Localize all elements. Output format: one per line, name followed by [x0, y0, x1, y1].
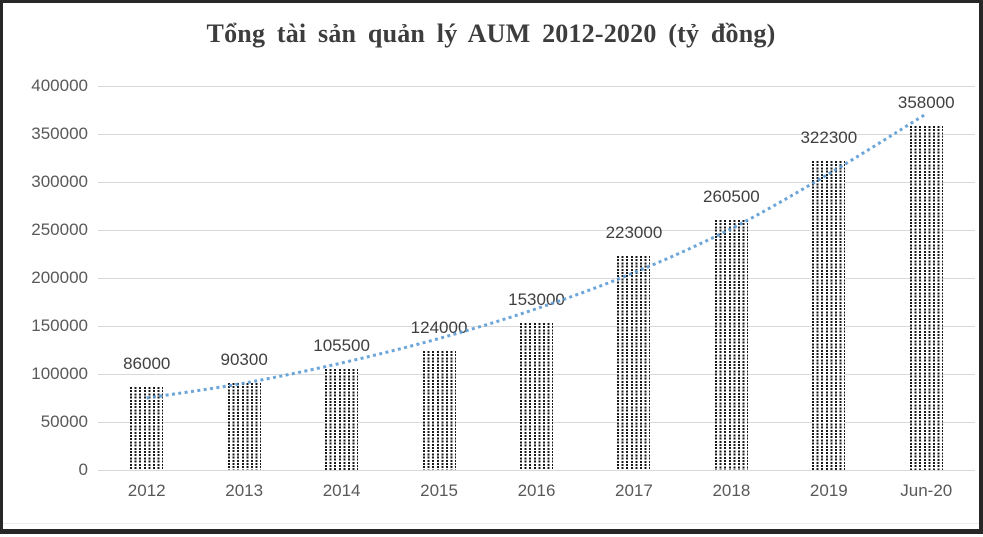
plot-area: 86000 90300 105500 124000 153000 223000 260500… [98, 85, 975, 471]
bar [422, 350, 456, 470]
bar [617, 255, 651, 470]
y-tick-label: 0 [78, 460, 88, 479]
y-tick-label: 300000 [31, 172, 88, 191]
bar [909, 126, 943, 470]
bar-value-label: 153000 [508, 290, 565, 310]
y-tick-label: 200000 [31, 268, 88, 287]
bar-value-label: 90300 [220, 350, 268, 370]
x-tick-label: 2017 [615, 481, 653, 500]
bar [520, 323, 553, 470]
bar-value-label: 322300 [800, 127, 858, 147]
x-tick-label: 2015 [420, 481, 458, 500]
y-axis: 0 50000 100000 150000 200000 250000 300000 3500… [3, 3, 91, 537]
bar-value-label: 105500 [313, 335, 370, 355]
x-tick-label: 2016 [517, 481, 556, 500]
bar [812, 160, 846, 470]
bar [227, 383, 261, 470]
x-tick-label: 2014 [322, 481, 361, 500]
gridline [98, 469, 975, 471]
x-tick-label: 2018 [712, 481, 751, 500]
x-axis: 2012 2013 2014 2015 2016 2017 2018 2019 Jun-20 [98, 481, 975, 505]
x-tick-label: 2019 [809, 481, 848, 500]
bar-value-label: 260500 [703, 186, 760, 206]
y-tick-label: 250000 [31, 220, 88, 239]
chart-title: Tổng tài sản quản lý AUM 2012-2020 (tỷ đ… [206, 19, 776, 48]
y-tick-label: 100000 [31, 364, 88, 383]
bar-value-label: 124000 [410, 317, 468, 337]
bar-value-label: 358000 [897, 93, 955, 113]
y-tick-label: 150000 [31, 316, 88, 335]
bar [325, 368, 359, 470]
gridline [98, 85, 975, 87]
bar-value-label: 223000 [605, 222, 663, 242]
x-tick-label: 2013 [225, 481, 264, 500]
bar-value-label: 86000 [123, 354, 171, 374]
bar [714, 219, 748, 470]
bar [130, 387, 164, 470]
y-tick-label: 350000 [31, 124, 88, 143]
y-tick-label: 50000 [40, 412, 88, 431]
y-tick-label: 400000 [31, 76, 88, 95]
chart-bottom-edge [3, 523, 979, 524]
x-tick-label: Jun-20 [900, 481, 953, 500]
x-tick-label: 2012 [127, 481, 166, 500]
